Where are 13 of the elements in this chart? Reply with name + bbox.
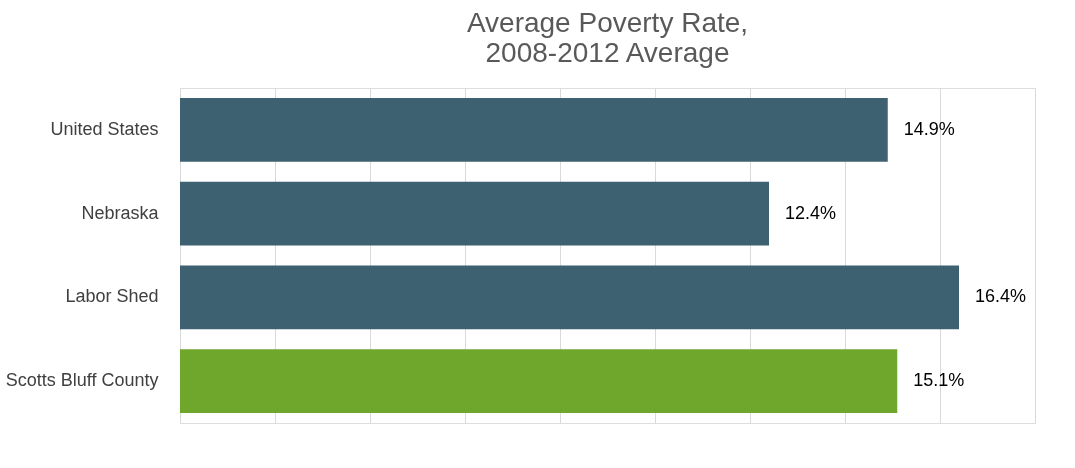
data-label: 14.9% xyxy=(903,118,955,139)
chart-title: Average Poverty Rate, 2008-2012 Average xyxy=(466,7,749,68)
data-label: 12.4% xyxy=(785,202,837,223)
data-label: 16.4% xyxy=(975,286,1027,307)
y-tick-label: Labor Shed xyxy=(65,286,159,307)
data-label: 15.1% xyxy=(913,370,965,391)
bar xyxy=(180,181,769,246)
y-tick-label: United States xyxy=(50,118,159,139)
y-tick-label: Nebraska xyxy=(81,202,160,223)
y-tick-label: Scotts Bluff County xyxy=(5,370,159,391)
bar xyxy=(180,98,888,162)
bar xyxy=(180,265,959,330)
bar xyxy=(180,349,898,413)
